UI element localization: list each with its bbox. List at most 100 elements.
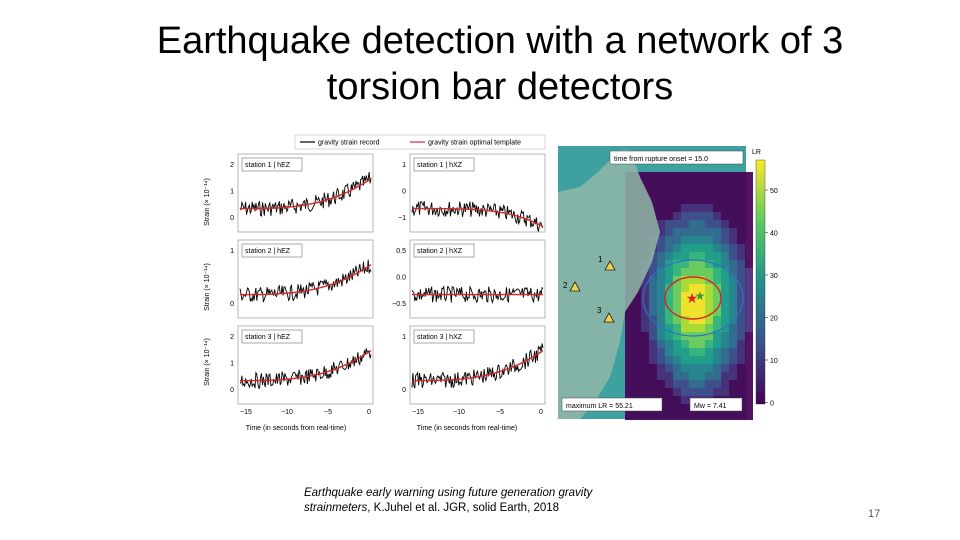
map-cell xyxy=(673,180,681,188)
map-cell xyxy=(729,188,737,196)
map-cell xyxy=(705,196,713,204)
map-cell xyxy=(649,412,657,420)
map-cell xyxy=(745,252,753,260)
map-cell xyxy=(641,388,649,396)
panel-label: station 3 | hEZ xyxy=(245,334,291,341)
map-cell xyxy=(657,380,665,388)
map-cell xyxy=(657,340,665,348)
map-cell xyxy=(737,412,745,420)
station-3-icon xyxy=(603,312,615,323)
map-cell xyxy=(665,268,673,276)
map-cell xyxy=(721,260,729,268)
map-cell xyxy=(665,188,673,196)
map-cell xyxy=(649,332,657,340)
map-cell xyxy=(673,204,681,212)
legend: gravity strain record gravity strain opt… xyxy=(294,134,546,150)
x-tick-label: −10 xyxy=(281,409,293,416)
map-cell xyxy=(665,212,673,220)
y-tick-label: 0 xyxy=(230,387,234,394)
map-cell xyxy=(713,188,721,196)
colorbar-gradient xyxy=(755,159,766,405)
map-cell xyxy=(745,172,753,180)
map-cell xyxy=(705,212,713,220)
map-cell xyxy=(705,260,713,268)
page-number: 17 xyxy=(868,508,881,520)
map-cell xyxy=(729,364,737,372)
map-cell xyxy=(673,172,681,180)
map-cell xyxy=(665,308,673,316)
map-cell xyxy=(737,316,745,324)
map-cell xyxy=(665,292,673,300)
map-cell xyxy=(673,356,681,364)
map-cell xyxy=(633,300,641,308)
map-cell xyxy=(721,340,729,348)
map-cell xyxy=(689,228,697,236)
map-cell xyxy=(729,332,737,340)
map-cell xyxy=(721,308,729,316)
map-cell xyxy=(673,252,681,260)
map-cell xyxy=(705,364,713,372)
figure-svg: gravity strain record gravity strain opt… xyxy=(204,134,778,432)
panel-label: station 1 | hXZ xyxy=(417,162,463,169)
map-cell xyxy=(737,228,745,236)
map-cell xyxy=(729,380,737,388)
map-cell xyxy=(641,332,649,340)
map-cell xyxy=(705,284,713,292)
figure: gravity strain record gravity strain opt… xyxy=(200,132,780,437)
map-cell xyxy=(665,228,673,236)
map-cell xyxy=(681,388,689,396)
map-cell xyxy=(657,324,665,332)
map-cell xyxy=(713,300,721,308)
strain-record-line xyxy=(239,171,372,217)
lr-map: ★ ★ 1 2 3 time from rupture onset = 15.0… xyxy=(558,146,753,420)
map-cell xyxy=(681,180,689,188)
map-cell xyxy=(681,292,689,300)
map-cell xyxy=(689,212,697,220)
colorbar-tick-label: 40 xyxy=(770,231,778,238)
map-cell xyxy=(657,284,665,292)
map-cell xyxy=(737,332,745,340)
map-cell xyxy=(697,180,705,188)
map-cell xyxy=(625,340,633,348)
strain-panels: 2 1 0 station 1 | hEZ 1 0 −1 station 1 | hXZ 1 0 s… xyxy=(230,153,546,416)
map-cell xyxy=(689,388,697,396)
map-cell xyxy=(665,244,673,252)
map-cell xyxy=(681,260,689,268)
map-cell xyxy=(665,404,673,412)
map-cell xyxy=(737,180,745,188)
map-cell xyxy=(689,372,697,380)
map-cell xyxy=(721,212,729,220)
map-cell xyxy=(729,172,737,180)
map-cell xyxy=(665,252,673,260)
colorbar-tick-label: 20 xyxy=(770,316,778,323)
map-cell xyxy=(745,260,753,268)
map-cell xyxy=(657,196,665,204)
map-cell xyxy=(689,300,697,308)
map-cell xyxy=(673,212,681,220)
map-cell xyxy=(625,372,633,380)
map-cell xyxy=(697,244,705,252)
panel-3: 1 0 station 2 | hEZ xyxy=(230,239,374,319)
map-cell xyxy=(721,180,729,188)
map-cell xyxy=(729,204,737,212)
map-cell xyxy=(633,324,641,332)
map-cell xyxy=(713,388,721,396)
map-cell xyxy=(673,268,681,276)
map-cell xyxy=(681,212,689,220)
map-cell xyxy=(681,172,689,180)
map-cell xyxy=(673,220,681,228)
strain-record-line xyxy=(239,259,372,303)
map-cell xyxy=(697,236,705,244)
map-cell xyxy=(737,348,745,356)
map-cell xyxy=(633,348,641,356)
map-cell xyxy=(705,356,713,364)
map-cell xyxy=(729,348,737,356)
map-cell xyxy=(673,396,681,404)
map-cell xyxy=(689,364,697,372)
map-cell xyxy=(713,212,721,220)
map-cell xyxy=(657,348,665,356)
map-cell xyxy=(633,308,641,316)
y-tick-label: 1 xyxy=(402,334,406,341)
map-cell xyxy=(721,220,729,228)
map-cell xyxy=(649,276,657,284)
